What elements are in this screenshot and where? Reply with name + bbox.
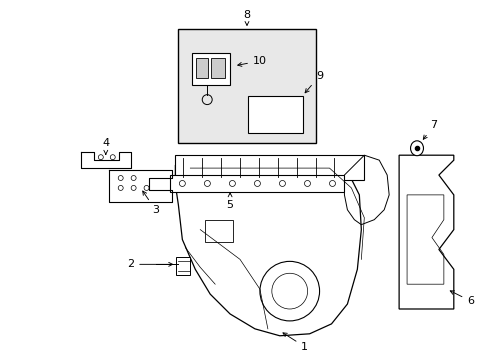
Text: 6: 6	[449, 291, 473, 306]
Text: 9: 9	[305, 71, 323, 93]
Text: 3: 3	[142, 191, 159, 215]
Bar	[247, 96, 302, 133]
Bar	[205, 220, 233, 242]
Bar	[196, 58, 208, 78]
Text: 4: 4	[102, 138, 109, 154]
Bar	[176, 257, 190, 275]
Text: 10: 10	[237, 56, 266, 66]
Text: 8: 8	[243, 10, 250, 20]
Text: 5: 5	[226, 193, 233, 210]
Text: 2: 2	[127, 259, 172, 269]
Ellipse shape	[410, 141, 423, 156]
Bar	[211, 58, 224, 78]
Bar	[175, 155, 364, 180]
Bar	[192, 53, 230, 85]
Text: 7: 7	[423, 121, 437, 139]
Bar	[170, 175, 344, 192]
Text: 1: 1	[283, 333, 307, 352]
Bar	[178, 29, 315, 143]
